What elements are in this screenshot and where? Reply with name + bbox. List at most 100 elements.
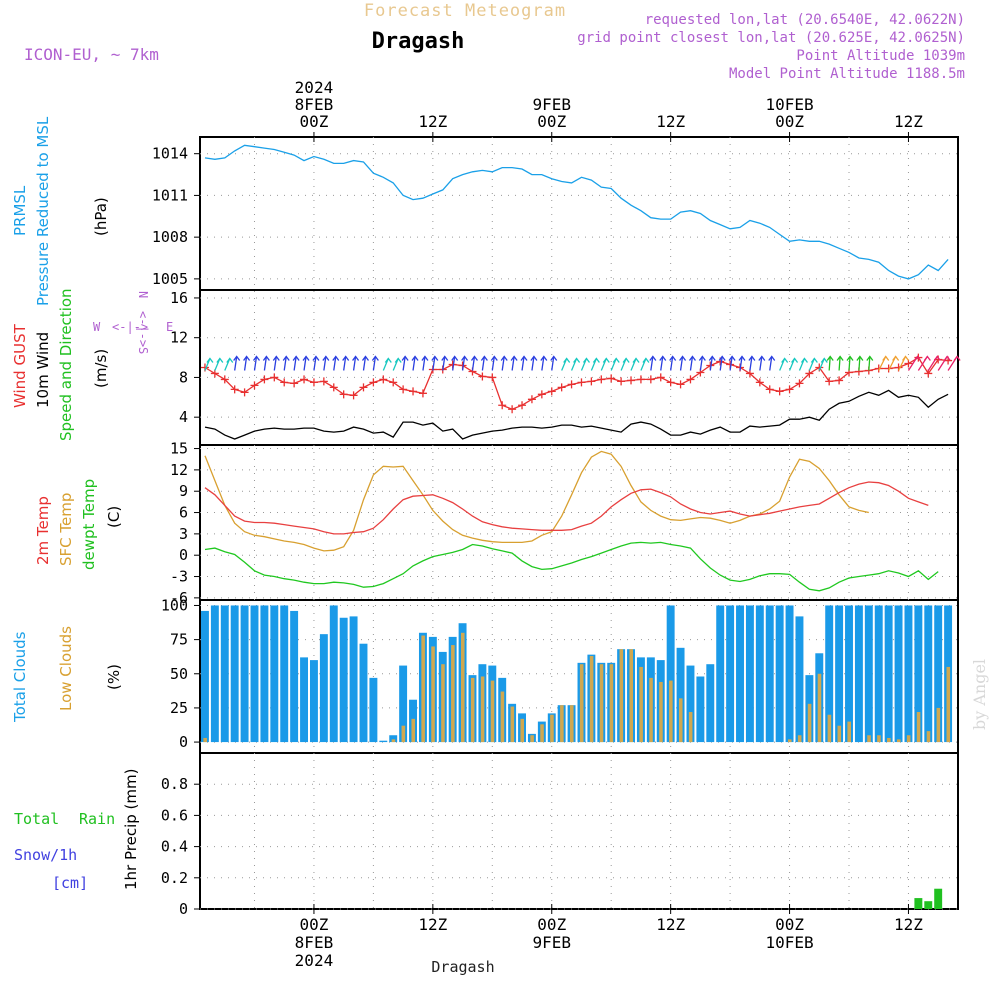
wind-direction-arrow <box>838 356 841 371</box>
wind-direction-arrow <box>442 356 446 371</box>
wind-direction-arrow <box>670 356 674 371</box>
wind-direction-arrow-head <box>592 357 600 363</box>
wind-direction-arrow-head <box>563 357 571 363</box>
total-cloud-bar <box>745 605 754 743</box>
wind-direction-arrow-head <box>902 355 910 361</box>
wind-direction-arrow-head <box>550 355 558 361</box>
wind-direction-arrow-head <box>233 355 241 361</box>
wind-direction-arrow-head <box>659 355 667 361</box>
precip-tick-label: 0.6 <box>161 806 188 824</box>
wind-direction-arrow-head <box>302 355 310 361</box>
wind-direction-arrow-head <box>688 355 696 361</box>
precip-tick-label: 0.4 <box>161 838 188 856</box>
low-cloud-bar <box>916 712 921 743</box>
wind-direction-arrow <box>412 356 416 371</box>
wind-direction-arrow <box>362 356 367 371</box>
low-cloud-bar <box>530 735 534 743</box>
wind-direction-arrow-head <box>431 355 439 361</box>
wind-direction-arrow <box>739 356 743 371</box>
low-cloud-bar <box>391 739 396 743</box>
total-cloud-bar <box>696 676 705 743</box>
wind-tick-label: 8 <box>179 368 188 386</box>
gust-point <box>359 383 368 392</box>
dewpt-line <box>204 541 939 592</box>
wind-gust-label: Wind GUST <box>11 323 29 408</box>
temp-tick-label: 9 <box>179 482 188 500</box>
total-cloud-bar <box>389 735 398 743</box>
low-cloud-bar <box>619 649 624 743</box>
total-cloud-bar <box>230 605 239 743</box>
low-cloud-bar <box>589 656 594 743</box>
total-cloud-bar <box>300 657 309 743</box>
low-cloud-bar <box>550 714 554 743</box>
gust-point <box>775 387 784 396</box>
gust-point <box>319 377 328 386</box>
low-cloud-bar <box>569 705 574 743</box>
rain-bar <box>934 888 943 909</box>
low-cloud-bar <box>490 680 495 743</box>
panel-frame-pressure <box>199 136 959 291</box>
gust-point <box>369 378 378 387</box>
wind-direction-arrow-head <box>421 355 429 361</box>
wind-direction-arrow <box>452 356 456 371</box>
temp-dewpt-label: dewpt Temp <box>80 479 98 570</box>
low-cloud-bar <box>837 725 842 743</box>
gust-point <box>785 385 794 394</box>
wind-direction-arrow-head <box>510 355 518 361</box>
wind-direction-arrow <box>709 356 713 371</box>
signature: by Angel <box>970 659 989 730</box>
gust-point <box>478 372 487 381</box>
clouds-tick-label: 50 <box>170 665 188 683</box>
total-cloud-bar <box>379 740 388 743</box>
wind-10m-line <box>204 389 949 440</box>
top-time-label: 2024 <box>295 78 334 97</box>
wind-direction-arrow <box>729 356 733 371</box>
low-cloud-bar <box>480 676 485 743</box>
low-cloud-bar <box>649 677 653 743</box>
wind-direction-arrow-head <box>441 355 449 361</box>
gust-point <box>686 375 695 384</box>
temp-series <box>204 450 939 592</box>
clouds-tick-label: 25 <box>170 699 188 717</box>
low-cloud-bar <box>579 664 584 743</box>
precip-rain-label: Rain <box>79 810 115 828</box>
gust-point <box>488 373 497 382</box>
low-cloud-bar <box>451 645 455 743</box>
wind-direction-arrow-head <box>451 355 459 361</box>
wind-direction-arrow-head <box>312 355 320 361</box>
temp-tick-label: 15 <box>170 440 188 458</box>
requested-coords: requested lon,lat (20.6540E, 42.0622N) <box>645 12 965 28</box>
total-cloud-bar <box>339 617 348 743</box>
wind-direction-arrow-head <box>698 355 706 361</box>
gust-point <box>825 377 834 386</box>
total-cloud-bar <box>914 605 923 743</box>
wind-direction-arrow-head <box>612 357 620 363</box>
wind-direction-arrow-head <box>718 355 726 361</box>
bottom-time-label: 00Z <box>299 915 328 934</box>
total-cloud-bar <box>884 605 893 743</box>
wind-direction-arrow-head <box>768 355 776 361</box>
total-cloud-bar <box>736 605 744 743</box>
wind-direction-arrow-head <box>748 355 756 361</box>
wind-direction-arrow-head <box>856 355 864 361</box>
wind-direction-arrow <box>828 356 831 371</box>
total-cloud-bar <box>359 643 368 743</box>
wind-direction-arrow-head <box>836 355 844 361</box>
total-cloud-bar <box>775 605 784 743</box>
low-cloud-bar <box>678 698 683 743</box>
wind-direction-arrow-head <box>461 355 469 361</box>
pressure-label-prmsl: PRMSL <box>11 185 29 236</box>
precip-series <box>914 888 943 909</box>
pressure-axis: 1014 1011 1008 1005 <box>152 145 958 288</box>
top-time-label: 00Z <box>537 112 566 131</box>
temp-tick-label: 0 <box>179 546 188 564</box>
gust-point <box>210 369 219 378</box>
pressure-tick-label: 1014 <box>152 145 188 163</box>
temp-tick-label: 6 <box>179 504 188 522</box>
precip-unit: 1hr Precip (mm) <box>122 769 140 890</box>
total-cloud-bar <box>200 610 209 743</box>
temp-2m-label: 2m Temp <box>34 496 52 565</box>
low-cloud-bar <box>847 721 851 743</box>
